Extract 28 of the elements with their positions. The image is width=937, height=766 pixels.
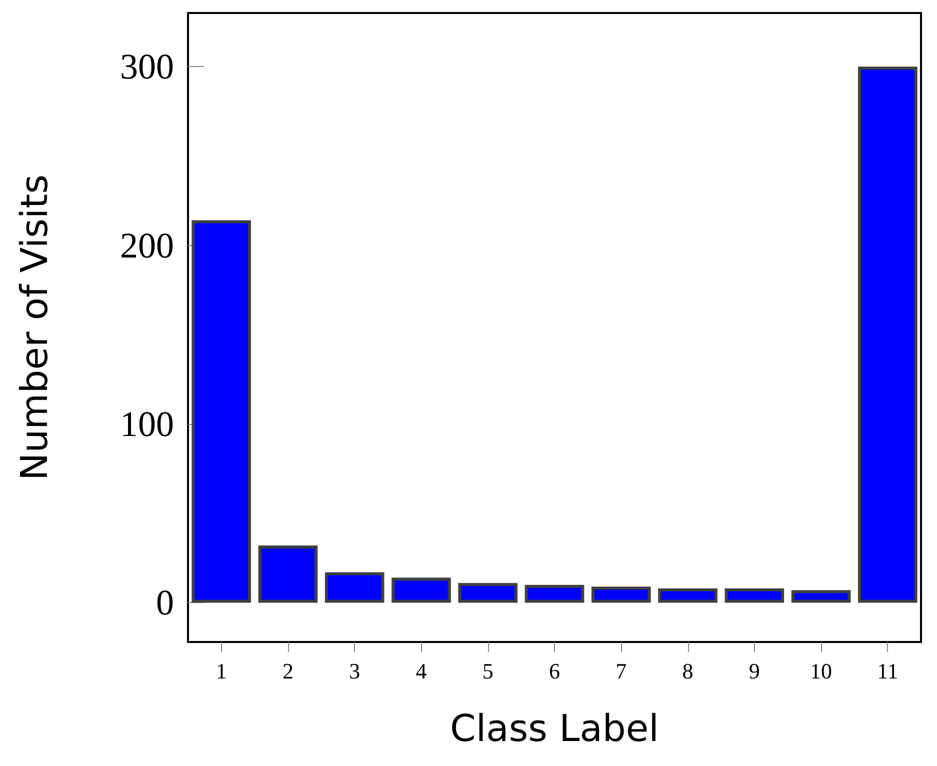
bar xyxy=(724,588,784,603)
y-axis-title: Number of Visits xyxy=(13,174,56,480)
x-tick-label: 9 xyxy=(748,658,760,684)
x-tick-label: 3 xyxy=(349,658,360,684)
bar xyxy=(458,583,518,603)
y-tick-label: 200 xyxy=(120,225,174,266)
x-tick-label: 6 xyxy=(549,658,560,684)
y-tick-label: 0 xyxy=(156,582,174,623)
x-tick-label: 1 xyxy=(216,658,227,684)
bar xyxy=(658,588,718,603)
bar xyxy=(524,584,584,603)
x-tick-label: 11 xyxy=(877,658,898,684)
x-tick-label: 2 xyxy=(282,658,294,684)
x-tick-label: 7 xyxy=(616,658,627,684)
y-tick-label: 100 xyxy=(120,404,174,444)
bar xyxy=(192,220,251,603)
bar xyxy=(258,546,318,603)
x-tick-label: 10 xyxy=(810,658,832,684)
x-tick-label: 4 xyxy=(416,658,427,684)
y-tick-label: 300 xyxy=(120,46,174,87)
bar xyxy=(858,66,918,603)
bar xyxy=(324,572,384,603)
x-axis-title: Class Label xyxy=(450,707,659,750)
bar xyxy=(591,586,651,603)
bar xyxy=(791,590,851,603)
x-tick-label: 8 xyxy=(682,658,694,684)
bar xyxy=(392,578,451,603)
x-tick-label: 5 xyxy=(482,658,494,684)
